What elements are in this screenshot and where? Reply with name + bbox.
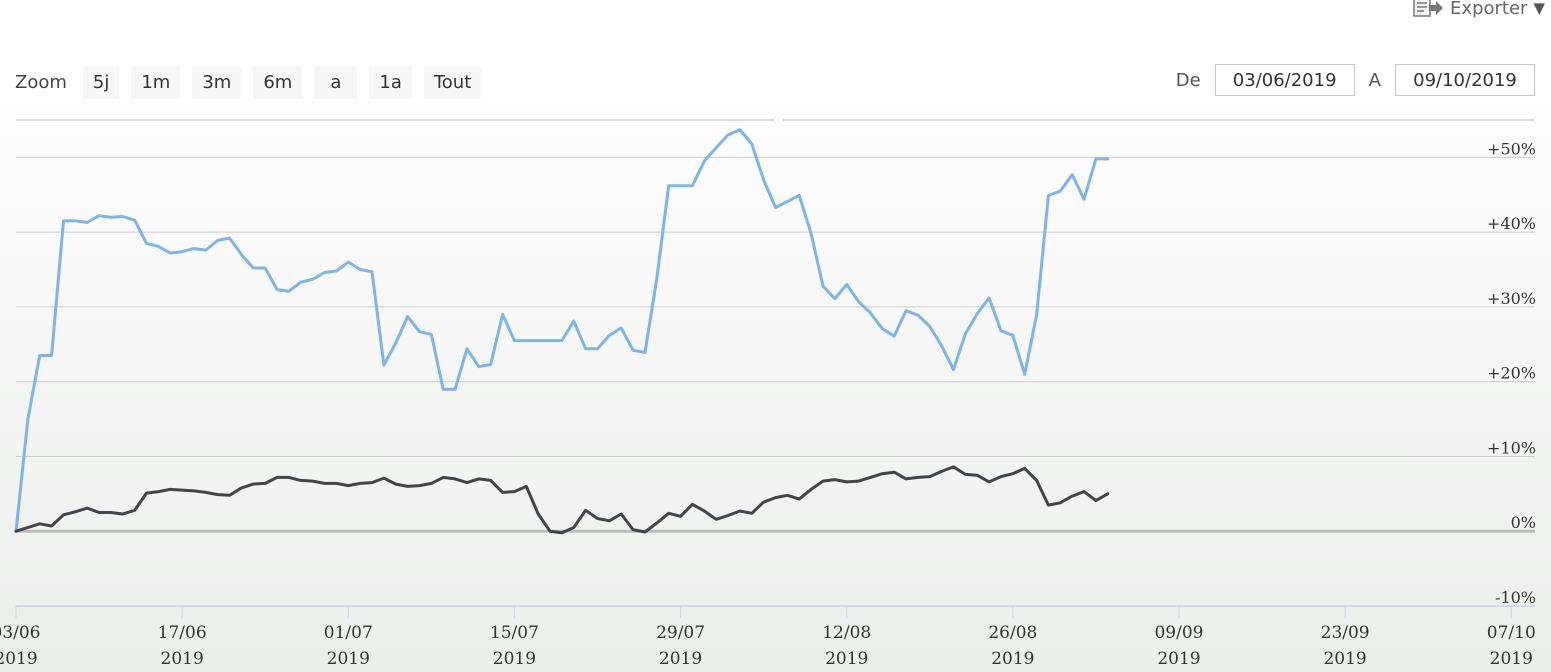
zoom-button-5d[interactable]: 5j [82,65,120,99]
zoom-label: Zoom [15,71,67,93]
date-range: De A [1162,64,1535,96]
zoom-button-1y[interactable]: 1a [369,65,412,99]
export-label: Exporter [1450,0,1528,19]
top-bar: Exporter ▼ [0,0,1551,48]
zoom-button-1m[interactable]: 1m [131,65,181,99]
chevron-down-icon: ▼ [1533,0,1545,17]
range-to-input[interactable] [1395,64,1535,96]
chart-panel [0,48,1551,672]
range-from-input[interactable] [1214,64,1355,96]
export-button[interactable]: Exporter ▼ [1412,0,1545,19]
zoom-button-3m[interactable]: 3m [192,65,242,99]
zoom-selector: Zoom 5j 1m 3m 6m a 1a Tout [15,63,493,101]
export-icon [1413,0,1444,17]
zoom-button-6m[interactable]: 6m [253,65,303,99]
zoom-button-all[interactable]: Tout [423,65,482,99]
range-to-label: A [1368,69,1381,91]
range-from-label: De [1175,69,1201,91]
zoom-button-ytd[interactable]: a [314,65,358,99]
